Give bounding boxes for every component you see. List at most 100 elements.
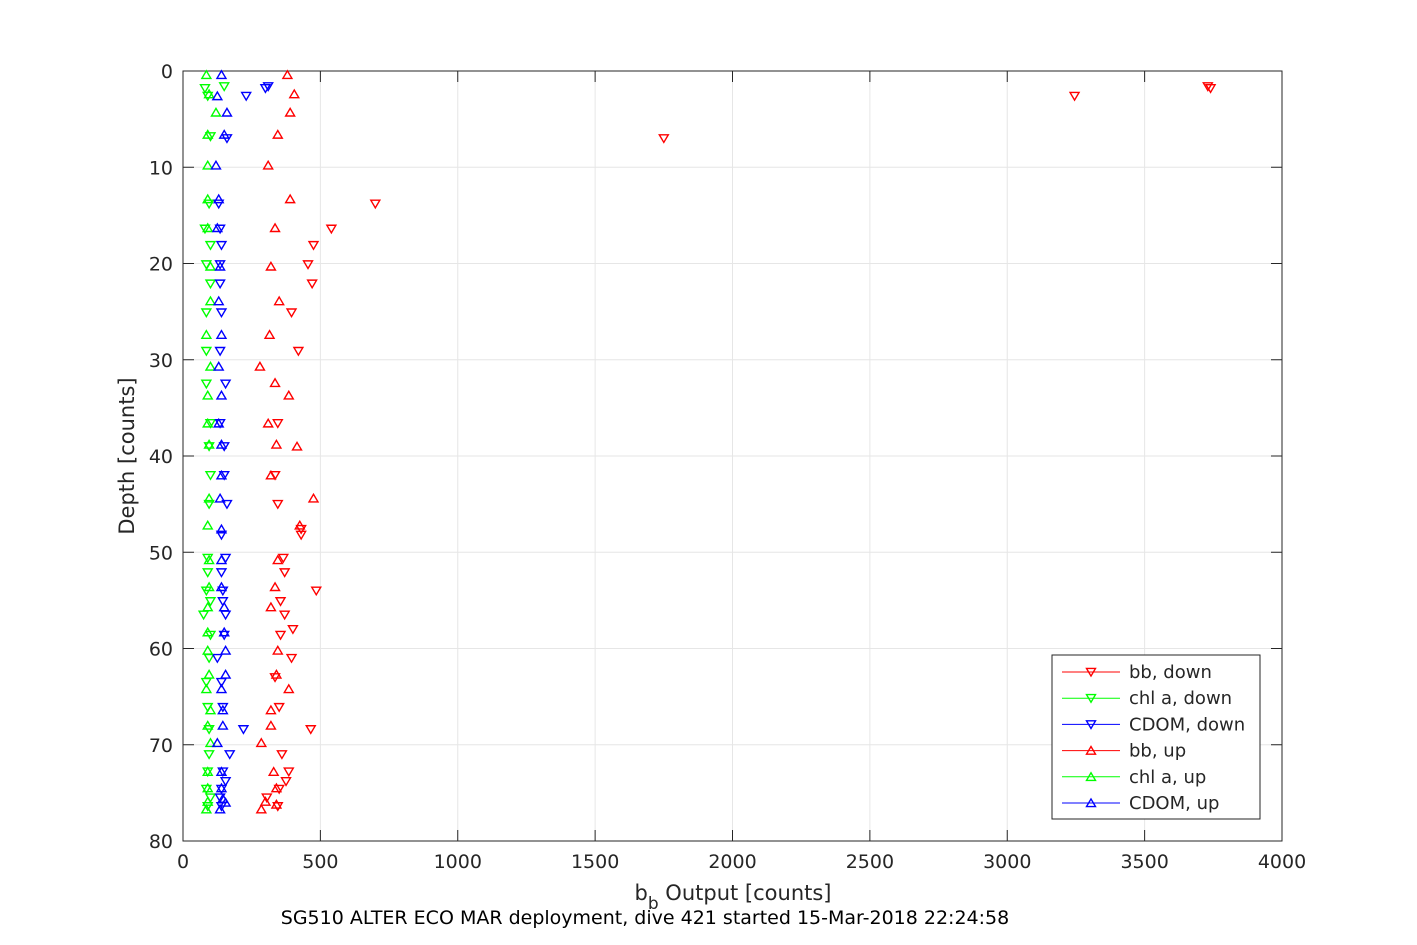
data-point (210, 159, 222, 170)
x-tick-label: 1500 (571, 851, 619, 873)
data-point (283, 389, 295, 400)
data-point (204, 704, 217, 715)
y-axis-label: Depth [counts] (115, 377, 139, 534)
x-tick-label: 1000 (434, 851, 482, 873)
data-point (215, 530, 228, 541)
data-point (276, 750, 288, 760)
data-point (273, 784, 285, 795)
data-point (202, 720, 214, 730)
data-point (219, 797, 232, 807)
data-point (274, 630, 287, 641)
data-point (281, 69, 294, 80)
data-point (369, 199, 382, 210)
y-tick-label: 70 (149, 735, 173, 757)
y-tick-label: 30 (149, 350, 173, 372)
data-point (211, 90, 224, 101)
data-point (203, 88, 215, 99)
data-point (215, 469, 228, 480)
legend-item: bb, down (1062, 662, 1212, 683)
legend-marker (1085, 693, 1097, 704)
data-point (211, 653, 224, 664)
data-point (211, 222, 224, 233)
x-axis-label-subscript: b (648, 894, 659, 914)
series-3 (254, 69, 320, 814)
data-point (204, 737, 217, 748)
data-point (212, 193, 225, 204)
data-point (215, 683, 228, 694)
data-point (215, 329, 228, 340)
data-point (214, 224, 226, 235)
data-point (295, 530, 307, 541)
data-point (217, 702, 229, 713)
data-point (200, 69, 213, 80)
data-point (218, 82, 230, 92)
data-point (237, 725, 250, 735)
data-point (200, 308, 213, 319)
data-point (272, 554, 284, 565)
data-point (214, 793, 226, 804)
data-point (270, 782, 283, 793)
series-2 (211, 82, 274, 812)
data-point (215, 568, 228, 578)
data-point (283, 683, 295, 694)
data-point (202, 644, 214, 655)
data-point (200, 329, 213, 340)
data-point (204, 132, 217, 142)
data-point (202, 159, 214, 170)
data-point (1202, 82, 1214, 92)
data-point (202, 129, 214, 139)
x-tick-label: 2000 (708, 851, 756, 873)
data-point (265, 260, 277, 271)
data-point (284, 106, 296, 117)
data-point (215, 782, 228, 793)
data-point (272, 644, 284, 655)
data-point (199, 224, 211, 235)
data-point (215, 308, 228, 319)
data-point (218, 129, 230, 139)
data-point (259, 796, 272, 806)
data-point (269, 377, 281, 388)
data-point (255, 803, 268, 814)
data-point (200, 803, 213, 814)
chart-caption: SG510 ALTER ECO MAR deployment, dive 421… (281, 907, 1009, 929)
data-point (255, 737, 268, 748)
data-point (280, 777, 292, 787)
y-tick-label: 20 (149, 254, 173, 276)
data-point (219, 379, 232, 390)
data-point (214, 279, 226, 290)
data-point (212, 361, 225, 371)
data-point (218, 470, 230, 481)
data-point (254, 361, 266, 371)
legend-label: CDOM, down (1129, 714, 1245, 735)
data-point (203, 581, 215, 592)
data-point (658, 134, 670, 144)
data-point (215, 766, 228, 776)
series-5 (210, 69, 233, 814)
data-point (218, 601, 230, 612)
data-point (306, 279, 318, 290)
legend-label: bb, up (1129, 741, 1186, 762)
data-point (262, 417, 274, 428)
legend-box (1051, 654, 1261, 820)
y-tick-label: 40 (149, 446, 173, 468)
data-point (215, 389, 228, 400)
legend-marker (1085, 745, 1097, 755)
data-point (215, 581, 228, 592)
data-point (203, 554, 215, 565)
data-point (212, 199, 225, 210)
x-tick-label: 3000 (983, 851, 1031, 873)
data-point (219, 644, 232, 655)
data-point (202, 417, 214, 428)
data-point (203, 492, 215, 503)
data-point (272, 499, 284, 510)
data-point (277, 553, 290, 564)
data-point (305, 725, 317, 735)
legend-label: CDOM, up (1129, 793, 1219, 814)
data-point (265, 720, 277, 730)
data-point (204, 240, 217, 251)
data-point (204, 260, 217, 271)
data-point (325, 224, 338, 235)
data-point (1204, 84, 1217, 94)
data-point (291, 440, 303, 451)
